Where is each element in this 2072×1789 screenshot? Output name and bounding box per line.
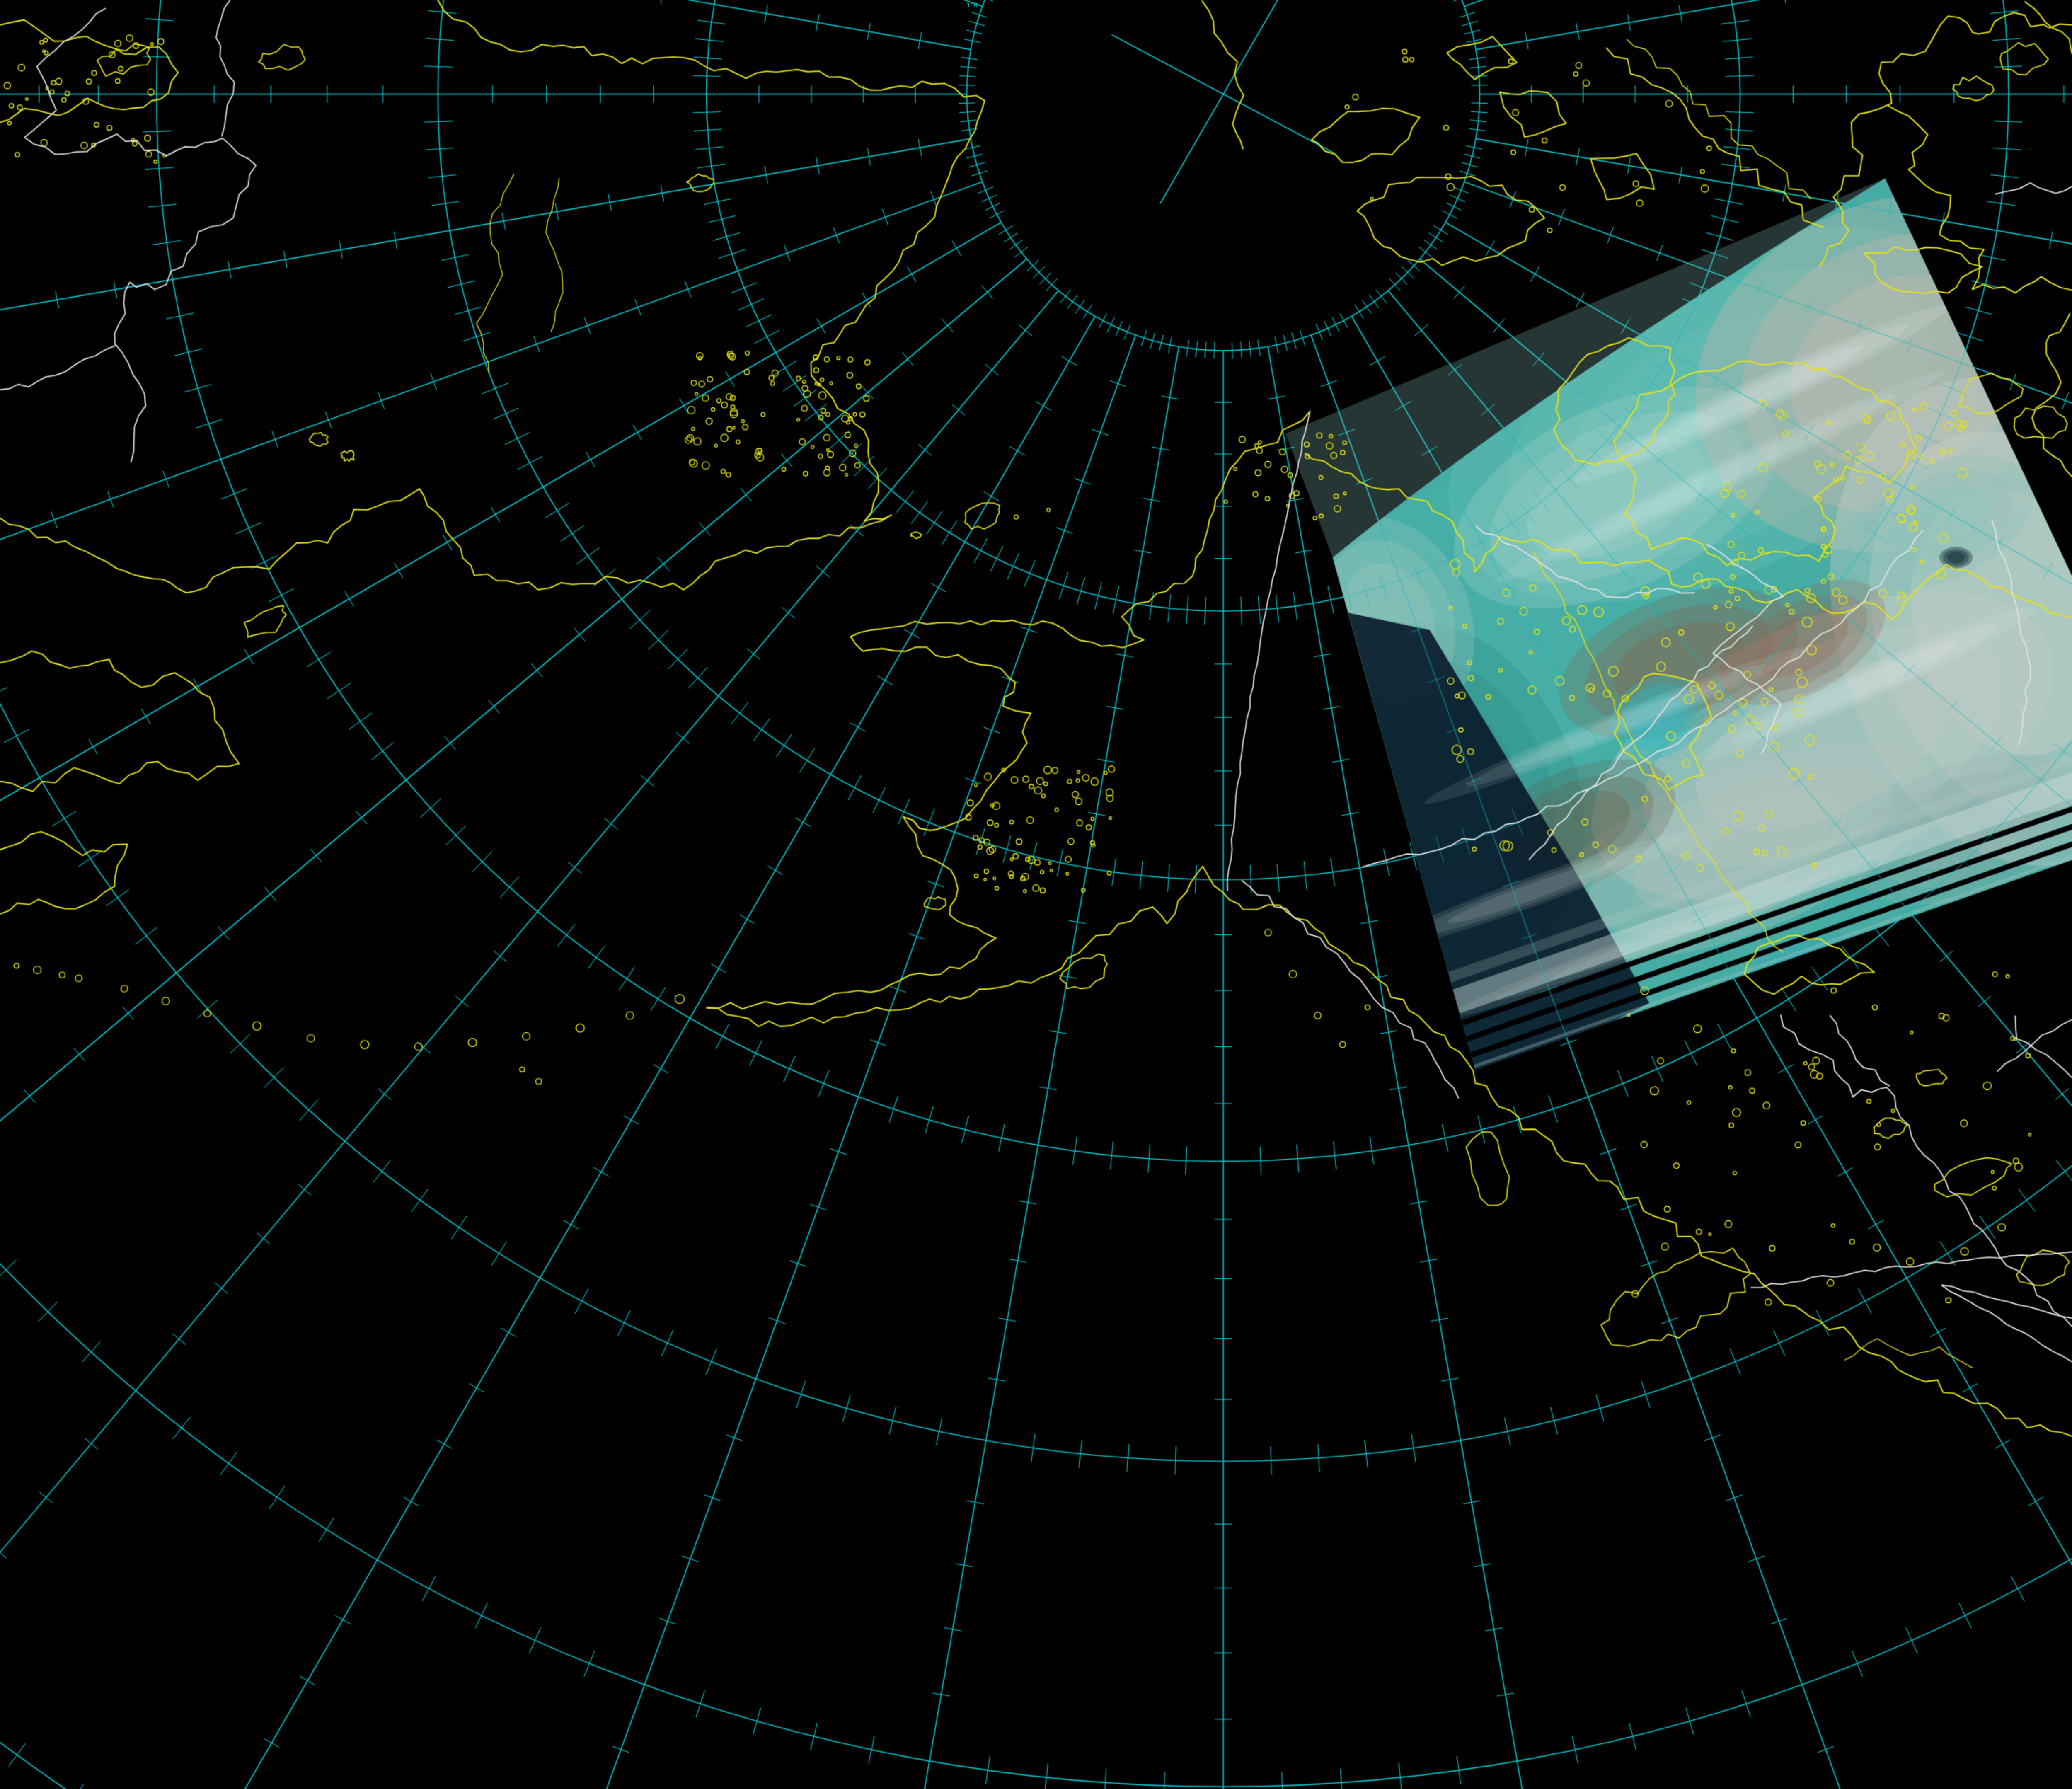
map-viewport: 100 xyxy=(0,0,2072,1789)
satellite-map-canvas[interactable] xyxy=(0,0,2072,1789)
